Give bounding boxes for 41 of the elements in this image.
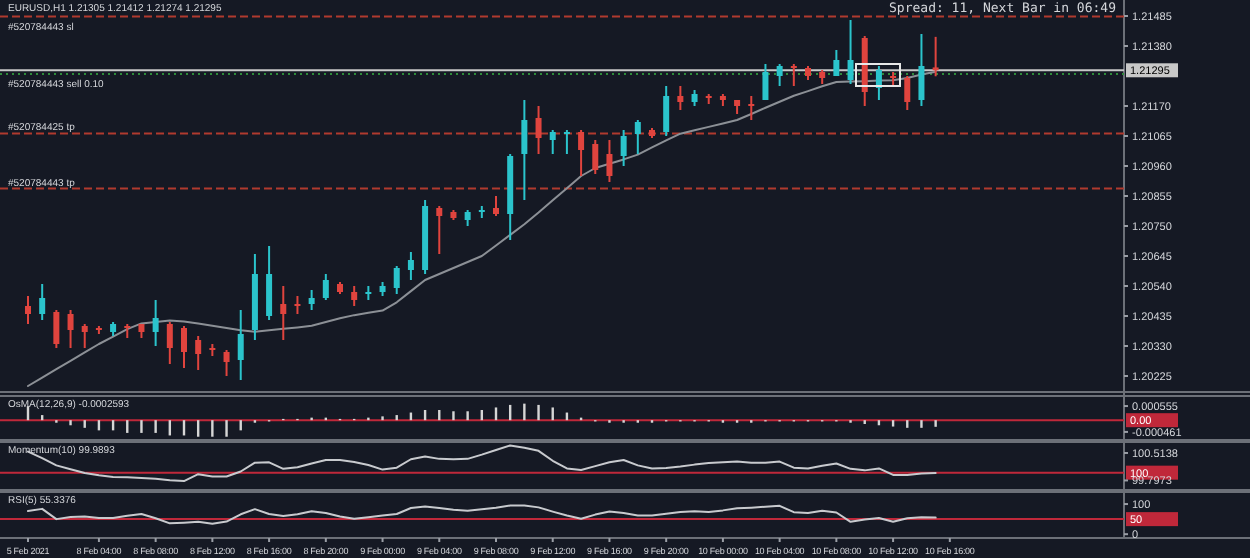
candlestick (606, 139, 613, 183)
candlestick (39, 283, 46, 321)
candlestick (847, 19, 854, 85)
line-series (27, 504, 937, 525)
candlestick (53, 309, 60, 349)
candlestick (81, 323, 88, 349)
candlestick (25, 295, 31, 325)
candlestick (436, 205, 443, 255)
candlestick (166, 321, 173, 365)
candlestick (223, 349, 230, 377)
candlestick (237, 309, 244, 381)
candlestick (634, 119, 641, 155)
candlestick (677, 85, 684, 111)
candlestick (67, 309, 74, 349)
candlestick (762, 63, 769, 101)
candlestick (322, 273, 329, 301)
candlestick (620, 129, 627, 167)
candlestick (266, 245, 273, 321)
candlestick (535, 105, 542, 155)
candlestick (592, 139, 599, 175)
candlestick (663, 85, 670, 137)
candlestick (833, 49, 840, 77)
candlestick (904, 75, 911, 111)
candlestick (790, 63, 797, 87)
candlestick (351, 285, 358, 307)
candlestick (521, 99, 528, 201)
candlestick (918, 33, 925, 107)
candlestick (493, 195, 499, 217)
candlestick (393, 265, 400, 295)
candlestick (932, 35, 939, 78)
candlestick (578, 129, 585, 177)
candlestick (181, 325, 187, 369)
candlestick (549, 129, 556, 155)
candlestick (748, 95, 755, 121)
candlestick (776, 63, 783, 87)
candlestick (308, 289, 315, 311)
candlestick (152, 299, 159, 347)
candlestick (195, 335, 202, 371)
candlestick (563, 129, 570, 155)
candlestick (407, 251, 414, 281)
candlestick (280, 285, 287, 341)
